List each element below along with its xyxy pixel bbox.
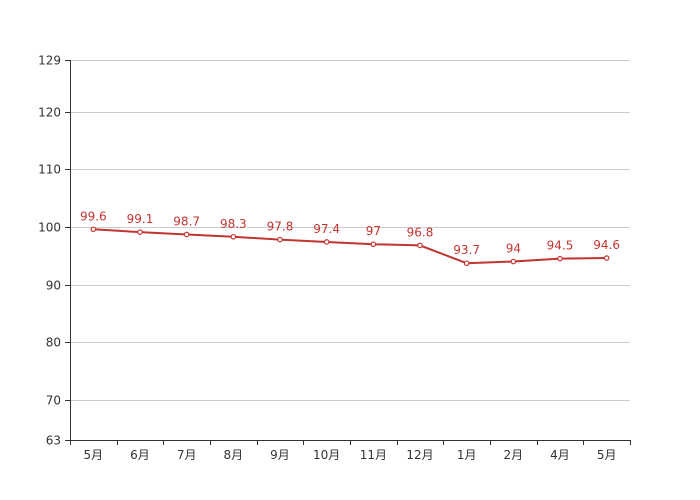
data-point xyxy=(463,260,470,267)
data-label: 96.8 xyxy=(407,225,434,239)
x-tick-label: 5月 xyxy=(84,448,104,462)
data-point xyxy=(417,242,423,249)
y-tick-label: 120 xyxy=(38,106,61,120)
x-tick-label: 11月 xyxy=(360,448,387,462)
data-point xyxy=(137,229,143,235)
grid-lines xyxy=(70,60,630,401)
y-tick-label: 100 xyxy=(38,221,61,235)
data-point xyxy=(230,233,237,240)
data-point xyxy=(277,236,283,243)
x-tick-label: 4月 xyxy=(550,448,570,462)
data-point xyxy=(90,226,97,233)
data-point xyxy=(183,231,190,238)
x-tick-label: 10月 xyxy=(313,448,340,462)
data-label: 94.6 xyxy=(593,238,620,252)
data-point xyxy=(603,255,610,261)
y-tick-label: 80 xyxy=(46,336,61,350)
y-tick-label: 70 xyxy=(46,394,61,408)
data-label: 94 xyxy=(506,242,521,256)
x-tick-label: 7月 xyxy=(177,448,197,462)
data-point xyxy=(323,239,330,245)
x-tick-label: 5月 xyxy=(597,448,617,462)
x-tick-label: 9月 xyxy=(270,448,290,462)
data-label: 97 xyxy=(366,224,381,238)
data-point xyxy=(370,241,377,248)
y-tick-label: 129 xyxy=(38,54,61,68)
data-label: 97.8 xyxy=(267,220,294,234)
x-tick-label: 2月 xyxy=(504,448,524,462)
data-label: 93.7 xyxy=(453,243,480,257)
y-tick-label: 90 xyxy=(46,279,61,293)
y-tick-label: 63 xyxy=(46,434,61,448)
series-layer xyxy=(90,226,610,267)
data-point xyxy=(510,258,517,265)
data-label: 99.6 xyxy=(80,209,107,223)
data-labels: 99.6 99.1 98.7 98.3 97.8 97.4 97 96.8 93.7 94 94.5… xyxy=(80,209,620,257)
x-tick-label: 8月 xyxy=(224,448,244,462)
data-label: 97.4 xyxy=(313,222,340,236)
data-label: 94.5 xyxy=(547,239,574,253)
data-point xyxy=(557,255,563,262)
x-tick-label: 6月 xyxy=(130,448,150,462)
data-label: 98.7 xyxy=(173,214,200,228)
axes: 63 70 80 90 100 110 120 129 5月 6月 7月 8月 9月 10月 11月 12月 1… xyxy=(38,54,631,462)
x-tick-label: 12月 xyxy=(406,448,433,462)
y-tick-label: 110 xyxy=(38,163,61,177)
series-line xyxy=(93,228,607,265)
x-tick-label: 1月 xyxy=(457,448,477,462)
data-label: 99.1 xyxy=(127,212,154,226)
data-label: 98.3 xyxy=(220,217,247,231)
